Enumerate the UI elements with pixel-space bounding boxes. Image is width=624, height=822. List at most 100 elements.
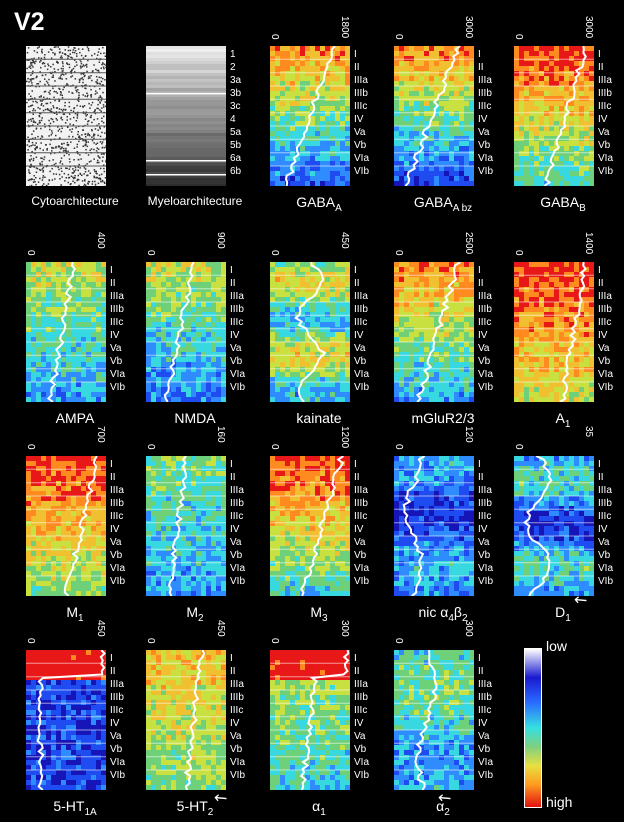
scale-max-gabab: 3000 — [583, 16, 594, 39]
layer-label: IV — [598, 114, 608, 125]
layer-label: II — [598, 62, 604, 73]
scale-min-d1: 0 — [513, 444, 524, 450]
layer-label: Vb — [478, 140, 491, 151]
layer-label: Va — [230, 343, 242, 354]
panel-caption-myelo: Myeloarchitecture — [147, 194, 243, 208]
scale-max-mglur: 2500 — [463, 232, 474, 255]
layer-label: II — [478, 278, 484, 289]
layer-label: IV — [478, 114, 488, 125]
layer-label: VIb — [478, 770, 494, 781]
scale-max-a1: 1400 — [583, 232, 594, 255]
layer-label: VIb — [478, 166, 494, 177]
layer-label: Vb — [110, 550, 123, 561]
layer-label: Va — [598, 127, 610, 138]
layer-label: Va — [478, 127, 490, 138]
layer-label: IV — [354, 330, 364, 341]
layer-label: 3b — [230, 88, 242, 99]
layer-label: I — [110, 653, 113, 664]
layer-labels-mglur: I II IIIa IIIb IIIc IV Va Vb VIa VIb — [478, 264, 514, 394]
layer-labels-d1: I II IIIa IIIb IIIc IV Va Vb VIa VIb — [598, 458, 624, 588]
panel-gabaa — [270, 46, 350, 186]
layer-label: I — [230, 459, 233, 470]
layer-label: 3a — [230, 75, 242, 86]
layer-label: VIa — [230, 369, 246, 380]
scale-min-a1: 0 — [513, 250, 524, 256]
layer-label: I — [354, 265, 357, 276]
layer-label: II — [598, 278, 604, 289]
panel-caption-ht2: 5-HT2 — [176, 798, 214, 818]
layer-label: IIIc — [354, 317, 368, 328]
layer-label: II — [354, 62, 360, 73]
panel-nmda — [146, 262, 226, 402]
layer-label: Va — [110, 343, 122, 354]
scale-max-ampa: 400 — [95, 232, 106, 249]
scale-min-nmda: 0 — [145, 250, 156, 256]
scale-max-d1: 35 — [583, 426, 594, 438]
legend-low-label: low — [546, 638, 568, 654]
scale-max-nic: 120 — [463, 426, 474, 443]
scale-min-m2: 0 — [145, 444, 156, 450]
scale-min-m3: 0 — [269, 444, 280, 450]
layer-label: VIa — [110, 563, 126, 574]
layer-label: IIIa — [478, 291, 492, 302]
layer-label: VIa — [478, 369, 494, 380]
panel-caption-cyto: Cytoarchitecture — [31, 194, 119, 208]
panel-caption-nic: nic α4β2 — [418, 604, 468, 624]
layer-labels-m2: I II IIIa IIIb IIIc IV Va Vb VIa VIb — [230, 458, 266, 588]
scale-max-m2: 160 — [215, 426, 226, 443]
layer-label: 3c — [230, 101, 241, 112]
layer-label: I — [354, 653, 357, 664]
scale-min-ht2: 0 — [145, 638, 156, 644]
layer-labels-gabab: I II IIIa IIIb IIIc IV Va Vb VIa VIb — [598, 48, 624, 178]
layer-label: I — [110, 459, 113, 470]
layer-label: IIIb — [598, 88, 612, 99]
panel-ht2 — [146, 650, 226, 790]
layer-labels-m1: I II IIIa IIIb IIIc IV Va Vb VIa VIb — [110, 458, 146, 588]
layer-label: Vb — [354, 550, 367, 561]
layer-label: IIIb — [478, 498, 492, 509]
layer-label: Va — [230, 537, 242, 548]
panel-caption-d1: D1 — [555, 604, 571, 624]
panel-caption-ampa: AMPA — [55, 410, 95, 426]
layer-label: IV — [478, 718, 488, 729]
layer-label: I — [230, 265, 233, 276]
layer-label: Vb — [598, 356, 611, 367]
panel-caption-a1: A1 — [555, 410, 571, 430]
layer-label: VIb — [478, 576, 494, 587]
layer-label: IV — [230, 330, 240, 341]
layer-label: Va — [110, 731, 122, 742]
layer-label: VIa — [478, 757, 494, 768]
layer-label: Va — [478, 343, 490, 354]
scale-max-gabaabz: 3000 — [463, 16, 474, 39]
layer-label: Vb — [230, 550, 243, 561]
layer-label: I — [598, 265, 601, 276]
layer-label: VIb — [230, 770, 246, 781]
layer-label: 6b — [230, 166, 242, 177]
layer-label: II — [354, 472, 360, 483]
panel-caption-kainate: kainate — [296, 410, 342, 426]
layer-label: Vb — [354, 744, 367, 755]
layer-label: VIb — [354, 576, 370, 587]
layer-label: IV — [598, 330, 608, 341]
layer-label: 5a — [230, 127, 242, 138]
legend-high-label: high — [546, 794, 573, 810]
panel-alpha2 — [394, 650, 474, 790]
layer-label: IIIc — [110, 705, 124, 716]
layer-labels-gabaa: I II IIIa IIIb IIIc IV Va Vb VIa VIb — [354, 48, 390, 178]
scale-max-gabaa: 1800 — [339, 16, 350, 39]
layer-label: IIIb — [598, 304, 612, 315]
layer-label: IV — [354, 524, 364, 535]
layer-label: II — [110, 666, 116, 677]
layer-label: Va — [230, 731, 242, 742]
layer-label: Vb — [598, 550, 611, 561]
panel-m2 — [146, 456, 226, 596]
panel-gabaabz — [394, 46, 474, 186]
layer-label: VIb — [354, 166, 370, 177]
layer-labels-nmda: I II IIIa IIIb IIIc IV Va Vb VIa VIb — [230, 264, 266, 394]
layer-labels-gabaabz: I II IIIa IIIb IIIc IV Va Vb VIa VIb — [478, 48, 514, 178]
scale-min-alpha2: 0 — [393, 638, 404, 644]
layer-label: II — [230, 278, 236, 289]
scale-min-kainate: 0 — [269, 250, 280, 256]
scale-max-alpha1: 300 — [339, 620, 350, 637]
